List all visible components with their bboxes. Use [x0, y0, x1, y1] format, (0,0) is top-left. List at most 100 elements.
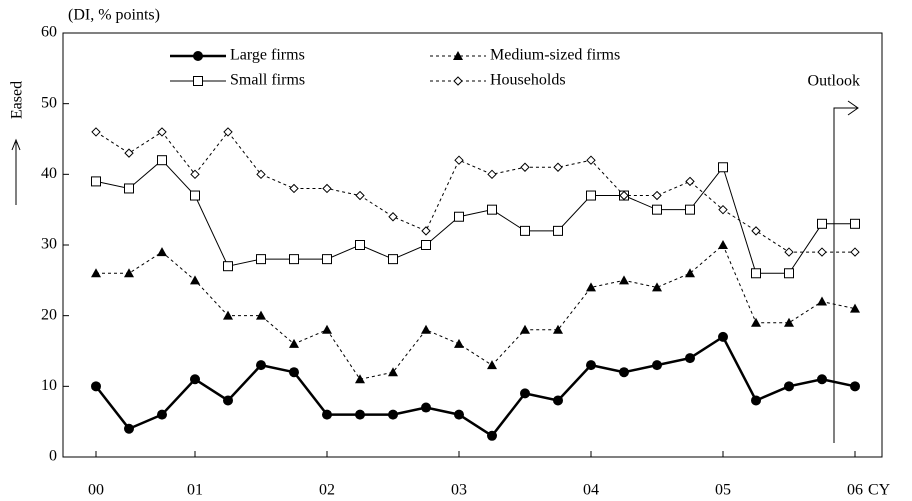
point	[157, 247, 167, 257]
point	[421, 402, 431, 413]
series-line	[95, 335, 856, 438]
point	[355, 190, 365, 201]
plot-frame	[62, 32, 883, 458]
point	[454, 338, 464, 348]
legend-label: Small firms	[230, 72, 305, 89]
point	[652, 360, 662, 371]
point	[256, 169, 266, 180]
point	[388, 367, 398, 377]
point	[751, 268, 761, 279]
point	[718, 204, 728, 215]
point	[817, 247, 827, 257]
point	[190, 190, 200, 201]
point	[289, 367, 299, 378]
point	[322, 324, 332, 334]
point	[586, 360, 596, 371]
point	[256, 360, 266, 371]
point	[91, 176, 101, 187]
point	[751, 317, 761, 327]
point	[388, 254, 398, 265]
point	[520, 324, 530, 334]
point	[784, 247, 794, 257]
point	[685, 176, 695, 187]
point	[817, 296, 827, 306]
point	[751, 395, 761, 406]
y-tick-label: 30	[41, 236, 57, 253]
point	[289, 254, 299, 265]
point	[586, 155, 596, 165]
y-tick-label: 0	[49, 448, 57, 465]
point	[652, 282, 662, 292]
subtitle: (DI, % points)	[68, 7, 160, 24]
point	[586, 282, 596, 292]
point	[388, 212, 398, 222]
point	[421, 324, 431, 334]
point	[685, 353, 695, 364]
point	[322, 254, 332, 265]
point	[421, 226, 431, 236]
point	[454, 211, 464, 222]
point	[685, 204, 695, 215]
point	[850, 247, 860, 257]
point	[124, 268, 134, 278]
point	[355, 374, 365, 384]
point	[124, 183, 134, 194]
outlook-arrow	[833, 107, 858, 443]
x-tick-label: 05	[715, 482, 731, 499]
point	[685, 268, 695, 278]
annotation: Outlook	[808, 73, 860, 90]
point	[157, 127, 167, 137]
point	[619, 275, 629, 285]
point	[157, 155, 167, 166]
point	[256, 310, 266, 320]
point	[190, 275, 200, 285]
point	[289, 183, 299, 194]
point	[751, 226, 761, 236]
x-tick-label: 00	[88, 482, 104, 499]
point	[355, 409, 365, 420]
legend-label: Large firms	[230, 47, 305, 64]
point	[223, 127, 233, 137]
y-tick-label: 10	[41, 377, 57, 394]
point	[256, 254, 266, 265]
point	[91, 127, 101, 137]
series-line	[95, 159, 855, 274]
point	[454, 409, 464, 420]
point	[388, 409, 398, 420]
point	[355, 240, 365, 250]
point	[718, 240, 728, 249]
x-tick-label: 02	[319, 482, 335, 499]
y-arrow-head	[11, 138, 21, 151]
legend-marker	[453, 51, 463, 60]
point	[190, 169, 200, 180]
point	[157, 409, 167, 420]
point	[223, 261, 233, 272]
point	[454, 155, 464, 165]
legend-marker	[453, 76, 463, 86]
point	[520, 225, 530, 236]
series-line	[96, 244, 856, 380]
point	[817, 374, 827, 385]
point	[487, 430, 497, 441]
point	[553, 324, 563, 334]
point	[553, 225, 563, 236]
point	[817, 218, 827, 229]
point	[586, 190, 596, 201]
x-unit: CY	[868, 482, 891, 499]
outlook-arrow-head	[847, 100, 859, 116]
legend-marker	[193, 76, 203, 86]
point	[124, 423, 134, 434]
point	[487, 360, 497, 370]
y-tick-label: 50	[41, 94, 57, 111]
point	[850, 218, 860, 229]
point	[91, 381, 101, 392]
x-tick-label: 04	[583, 482, 599, 499]
y-tick-label: 60	[41, 24, 57, 41]
x-tick-label: 01	[187, 482, 203, 499]
point	[487, 169, 497, 180]
point	[718, 162, 728, 173]
point	[223, 395, 233, 406]
point	[289, 338, 299, 348]
x-tick-label: 06	[847, 482, 863, 499]
